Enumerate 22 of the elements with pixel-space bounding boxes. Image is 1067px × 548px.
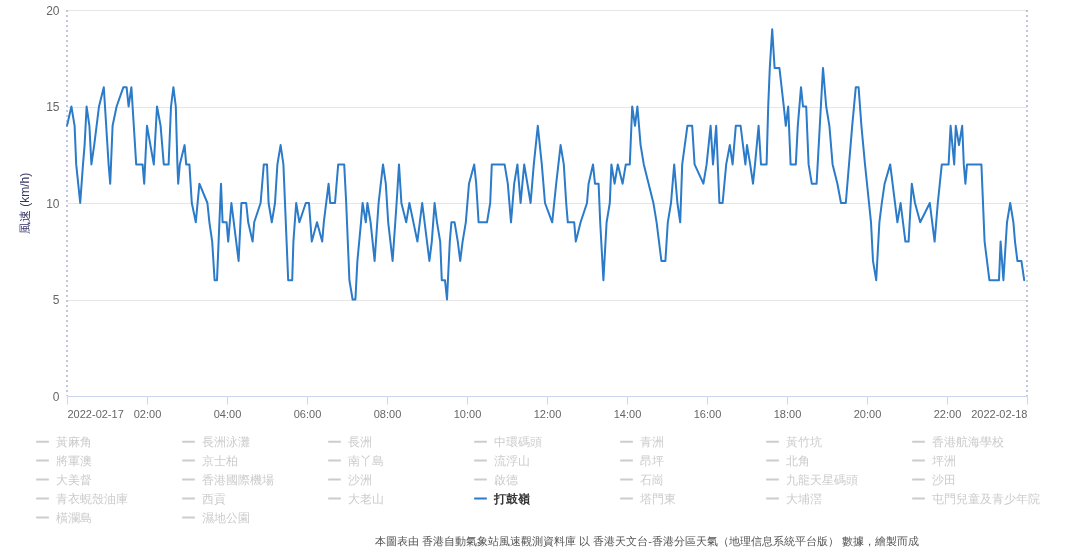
x-tick-label: 14:00 (613, 407, 642, 420)
x-tick-label: 18:00 (773, 407, 802, 420)
x-tick-label: 10:00 (453, 407, 482, 420)
x-tick-label: 2022-02-18 (971, 407, 1028, 420)
x-tick-label: 20:00 (853, 407, 882, 420)
text: 本圖表由 香港自動氣象站風速觀測資料庫 以 香港天文台-香港分區天氣（地理信息系統平台版） 數據，繪製而成 (375, 535, 919, 547)
x-tick-label: 16:00 (693, 407, 722, 420)
y-tick-label: 20 (46, 3, 60, 18)
x-tick-label: 12:00 (533, 407, 562, 420)
x-tick-label: 22:00 (933, 407, 962, 420)
x-tick-label: 06:00 (293, 407, 322, 420)
x-tick-label: 08:00 (373, 407, 402, 420)
y-axis-title: 風速 (km/h) (18, 172, 33, 235)
y-tick-label: 10 (46, 196, 60, 211)
line-series (66, 28, 1026, 301)
y-tick-label: 15 (46, 100, 60, 114)
y-tick-label: 5 (52, 293, 60, 307)
x-tick-label: 04:00 (213, 407, 242, 420)
x-tick-label: 02:00 (133, 407, 162, 420)
legend-label: 打鼓嶺 (493, 491, 530, 506)
y-tick-label: 0 (52, 389, 60, 404)
x-tick-label: 2022-02-17 (67, 407, 124, 420)
